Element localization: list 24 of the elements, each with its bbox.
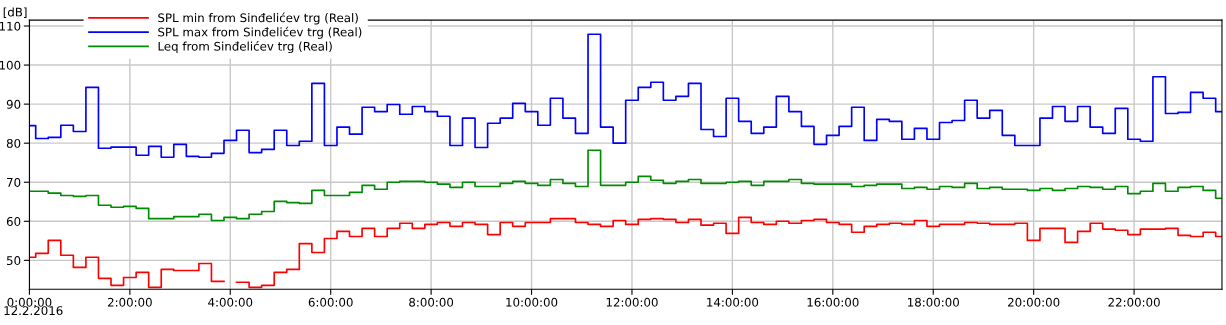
- x-tick-label: 0:00:00: [7, 297, 52, 307]
- x-tick-label: 22:00:00: [1108, 297, 1160, 307]
- y-axis-title: [dB]: [3, 7, 27, 18]
- y-tick-label: 100: [0, 60, 21, 70]
- x-axis-title: 12.2.2016: [4, 306, 63, 316]
- x-tick-label: 18:00:00: [908, 297, 959, 307]
- x-tick-label: 2:00:00: [107, 297, 152, 307]
- y-tick-label: 60: [6, 217, 21, 226]
- y-tick-label: 110: [0, 21, 21, 31]
- legend-label: Leq from Sinđelićev trg (Real): [158, 41, 332, 54]
- y-tick-label: 90: [6, 99, 21, 109]
- legend-label: SPL min from Sinđelićev trg (Real): [158, 12, 358, 25]
- x-tick-label: 14:00:00: [707, 297, 759, 307]
- x-tick-label: 12:00:00: [606, 297, 658, 307]
- y-tick-label: 80: [6, 138, 21, 148]
- legend-label: SPL max from Sinđelićev trg (Real): [158, 26, 362, 39]
- x-tick-label: 10:00:00: [506, 297, 558, 307]
- x-tick-label: 20:00:00: [1008, 297, 1060, 307]
- y-tick-label: 70: [7, 177, 21, 187]
- y-tick-label: 50: [6, 256, 21, 265]
- x-tick-label: 4:00:00: [208, 297, 253, 307]
- x-tick-label: 6:00:00: [308, 297, 353, 307]
- x-tick-label: 16:00:00: [807, 297, 859, 307]
- x-tick-label: 8:00:00: [409, 297, 454, 307]
